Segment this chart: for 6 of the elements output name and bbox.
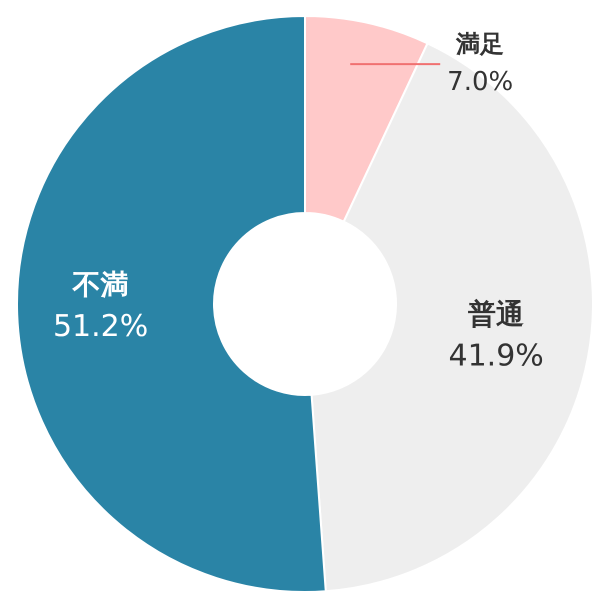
slice-label: 不満 — [72, 268, 129, 302]
data-label: 7.0% — [447, 67, 514, 98]
data-label: 51.2% — [52, 309, 148, 344]
data-label: 41.9% — [448, 338, 544, 374]
slice-label: 普通 — [467, 297, 524, 330]
slice-label: 満足 — [455, 30, 504, 58]
